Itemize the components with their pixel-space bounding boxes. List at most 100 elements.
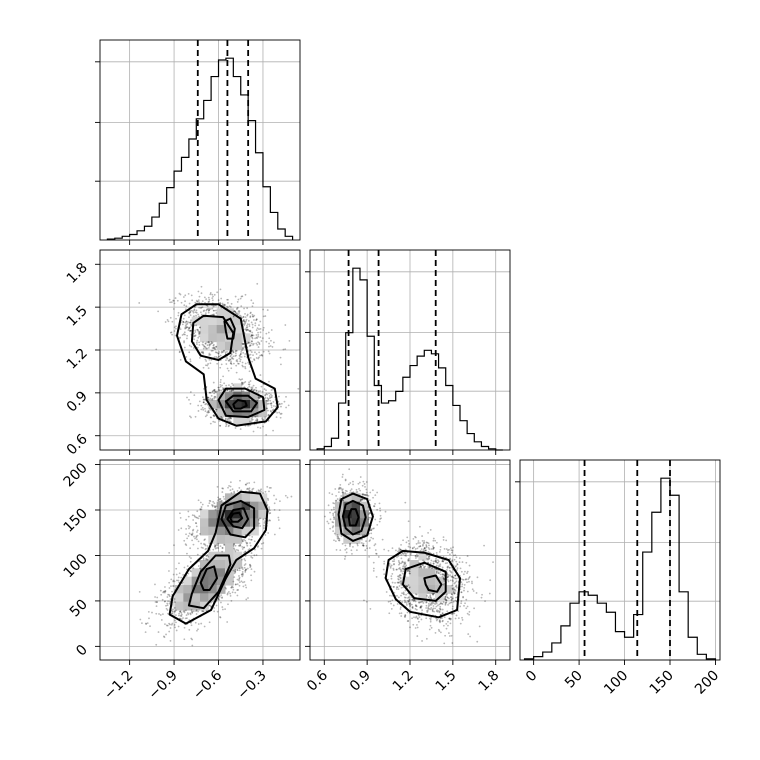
scatter-point <box>208 604 211 607</box>
scatter-point <box>148 617 150 620</box>
scatter-point <box>190 570 193 573</box>
scatter-point <box>375 552 377 555</box>
scatter-point <box>275 498 278 501</box>
density-cell <box>191 593 201 603</box>
scatter-point <box>219 354 222 357</box>
scatter-point <box>446 551 449 554</box>
scatter-point <box>194 301 197 304</box>
scatter-point <box>219 381 222 384</box>
scatter-point <box>446 576 449 578</box>
density-cell <box>216 408 226 418</box>
scatter-point <box>194 537 196 540</box>
scatter-point <box>192 567 195 570</box>
scatter-point <box>476 576 479 579</box>
tick-label-y: 0.9 <box>64 388 91 415</box>
scatter-point <box>279 403 281 406</box>
scatter-point <box>435 557 437 560</box>
scatter-point <box>178 612 181 615</box>
scatter-point <box>396 586 399 589</box>
scatter-point <box>356 491 359 493</box>
scatter-point <box>408 600 410 603</box>
scatter-point <box>264 418 266 420</box>
scatter-point <box>231 591 234 594</box>
scatter-point <box>242 585 245 588</box>
scatter-point <box>269 345 272 347</box>
scatter-point <box>234 544 237 547</box>
scatter-point <box>238 581 241 584</box>
scatter-point <box>230 586 233 589</box>
density-cell <box>200 518 209 528</box>
scatter-point <box>213 389 216 392</box>
scatter-point <box>249 330 251 333</box>
scatter-point <box>234 583 237 586</box>
scatter-point <box>250 388 253 391</box>
scatter-point <box>446 596 449 598</box>
scatter-point <box>407 596 410 599</box>
scatter-point <box>193 338 196 341</box>
scatter-point <box>248 341 251 344</box>
scatter-point <box>219 302 222 305</box>
scatter-point <box>244 425 247 427</box>
scatter-point <box>228 384 230 387</box>
scatter-point <box>268 506 271 509</box>
scatter-point <box>241 548 244 550</box>
scatter-point <box>200 546 203 549</box>
scatter-point <box>427 557 430 560</box>
scatter-point <box>230 599 233 602</box>
scatter-point <box>408 559 410 562</box>
density-cell <box>343 535 353 544</box>
density-cell <box>410 560 419 569</box>
scatter-point <box>229 355 232 358</box>
scatter-point <box>223 382 226 385</box>
scatter-point <box>366 494 368 497</box>
scatter-point <box>162 635 165 638</box>
scatter-point <box>248 325 251 328</box>
scatter-point <box>342 488 344 491</box>
scatter-point <box>250 538 253 541</box>
scatter-point <box>238 312 240 314</box>
scatter-point <box>432 546 435 549</box>
scatter-point <box>161 598 164 601</box>
scatter-point <box>155 348 158 351</box>
scatter-point <box>203 398 205 401</box>
scatter-point <box>208 502 211 505</box>
scatter-point <box>448 569 451 572</box>
scatter-point <box>423 541 426 544</box>
scatter-point <box>262 418 265 421</box>
density-cell <box>250 493 259 503</box>
scatter-point <box>212 548 215 551</box>
scatter-point <box>430 626 433 629</box>
scatter-point <box>400 586 403 589</box>
scatter-point <box>192 311 195 314</box>
scatter-point <box>185 544 188 547</box>
scatter-point <box>219 424 221 427</box>
scatter-point <box>252 487 255 490</box>
scatter-point <box>224 417 227 420</box>
scatter-point <box>396 581 399 584</box>
scatter-point <box>278 527 281 530</box>
scatter-point <box>241 540 244 543</box>
scatter-point <box>442 577 445 580</box>
scatter-point <box>197 300 199 303</box>
scatter-point <box>226 389 229 392</box>
scatter-point <box>407 539 410 542</box>
scatter-point <box>202 396 204 399</box>
scatter-point <box>406 570 409 572</box>
scatter-point <box>268 345 270 348</box>
scatter-point <box>230 306 232 308</box>
scatter-point <box>266 497 269 500</box>
scatter-point <box>452 576 454 579</box>
scatter-point <box>248 345 251 348</box>
scatter-point <box>437 569 440 572</box>
scatter-point <box>265 392 268 395</box>
scatter-point <box>237 544 240 547</box>
scatter-point <box>260 354 263 357</box>
scatter-point <box>362 544 365 547</box>
scatter-point <box>333 518 335 521</box>
density-cell <box>225 535 234 544</box>
scatter-point <box>178 337 181 340</box>
scatter-point <box>270 402 273 405</box>
scatter-point <box>450 571 453 574</box>
scatter-point <box>215 312 218 314</box>
scatter-point <box>390 564 393 567</box>
